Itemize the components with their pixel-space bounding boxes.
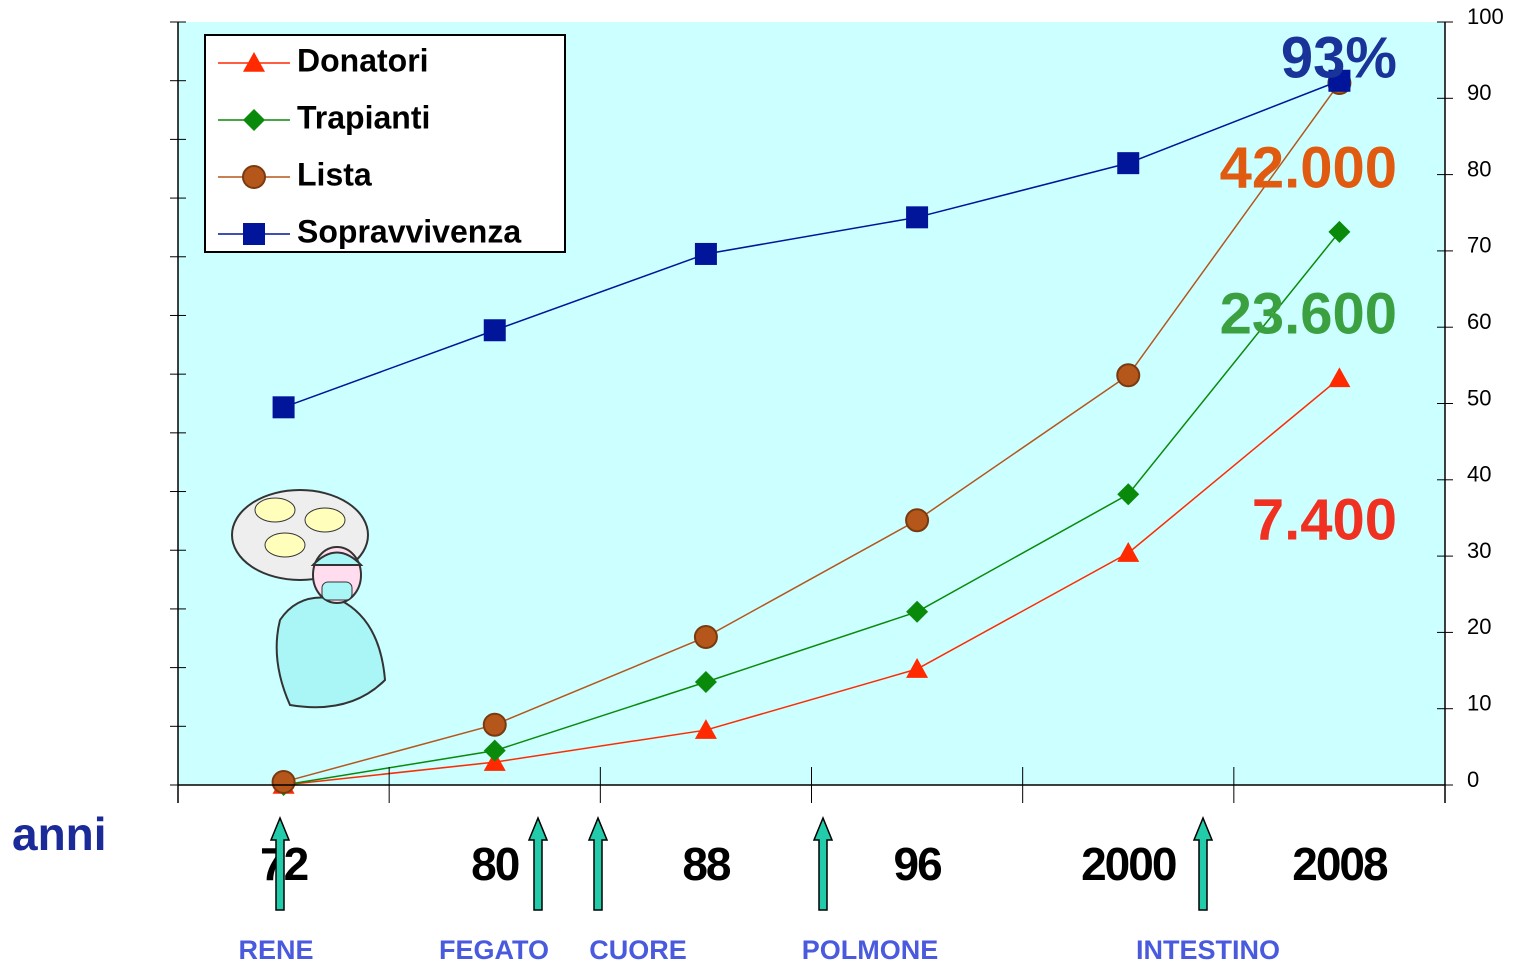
arrow: [812, 816, 834, 911]
series-line: [283, 80, 1340, 409]
x-tick-label: 2008: [1292, 838, 1388, 890]
arrow: [269, 816, 291, 911]
y-tick-label: 90: [1467, 80, 1491, 105]
point: [1328, 69, 1351, 92]
organ-label: FEGATO: [439, 935, 549, 965]
x-axis-title: anni: [12, 808, 107, 860]
x-tick-label: 2000: [1081, 838, 1176, 890]
y-tick-label: 20: [1467, 614, 1491, 639]
point: [906, 600, 929, 623]
point: [694, 242, 717, 265]
annotation: 42.000: [1220, 135, 1397, 200]
point: [694, 670, 717, 693]
point: [1117, 483, 1140, 506]
series-line: [283, 82, 1341, 783]
point: [1117, 152, 1140, 175]
point: [1328, 367, 1351, 388]
legend-marker: [243, 52, 265, 72]
point: [906, 658, 929, 678]
legend: [204, 34, 566, 253]
legend-marker: [242, 165, 266, 189]
legend-marker: [243, 109, 265, 131]
point: [1328, 220, 1351, 243]
y-tick-label: 60: [1467, 309, 1491, 334]
series-line: [283, 377, 1340, 786]
arrow: [587, 816, 609, 911]
arrow: [527, 816, 549, 911]
annotation: 7.400: [1252, 487, 1397, 552]
y-tick-label: 70: [1467, 233, 1491, 258]
legend-label: Sopravvivenza: [297, 213, 521, 249]
point: [483, 739, 506, 762]
x-tick-label: 96: [893, 838, 941, 890]
x-tick-label: 72: [260, 838, 308, 890]
series-line: [283, 231, 1341, 786]
y-tick-label: 30: [1467, 538, 1491, 563]
y-tick-label: 10: [1467, 691, 1491, 716]
legend-label: Lista: [297, 156, 372, 192]
point: [1117, 542, 1140, 562]
point: [271, 769, 296, 794]
x-tick-label: 80: [471, 838, 519, 890]
y-tick-label: 50: [1467, 385, 1491, 410]
annotation: 23.600: [1220, 281, 1397, 346]
x-tick-label: 88: [682, 838, 731, 890]
clip-art: [231, 489, 387, 709]
legend-marker: [243, 223, 265, 245]
y-tick-label: 100: [1467, 4, 1504, 29]
point: [694, 719, 717, 739]
organ-label: CUORE: [589, 935, 687, 965]
y-tick-label: 40: [1467, 462, 1491, 487]
point: [482, 712, 507, 737]
point: [693, 624, 718, 649]
point: [1116, 363, 1141, 388]
organ-label: INTESTINO: [1136, 935, 1280, 965]
point: [272, 396, 295, 419]
point: [905, 508, 930, 533]
point: [906, 206, 929, 229]
legend-label: Trapianti: [297, 99, 430, 135]
y-tick-label: 0: [1467, 767, 1479, 792]
y-tick-label: 80: [1467, 156, 1491, 181]
arrow: [1192, 816, 1214, 911]
point: [483, 319, 506, 342]
organ-label: RENE: [238, 935, 313, 965]
organ-label: POLMONE: [802, 935, 939, 965]
annotation: 93%: [1281, 25, 1397, 90]
legend-label: Donatori: [297, 42, 429, 78]
